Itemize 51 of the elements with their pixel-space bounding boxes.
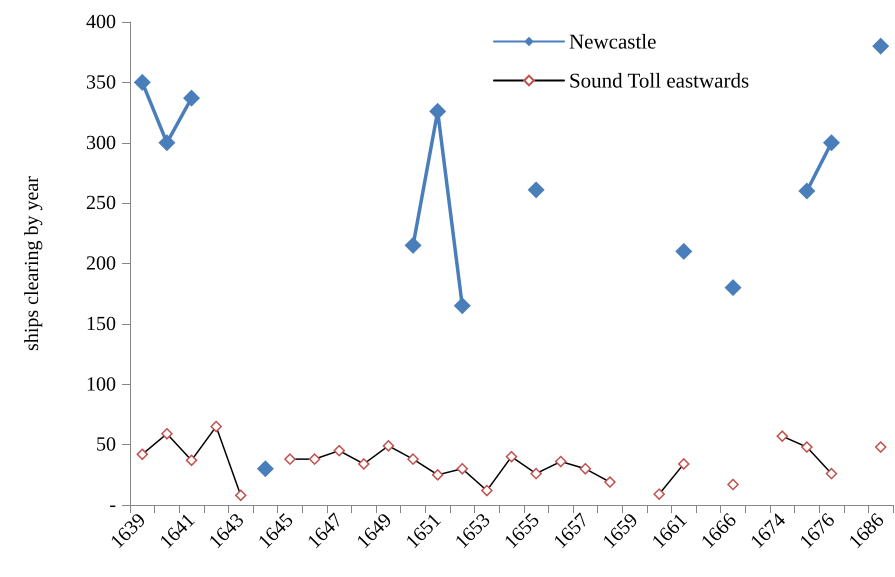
point [382,440,394,452]
point [724,279,742,296]
y-tick-label: 150 [86,312,116,335]
point [872,38,890,55]
point [186,454,198,466]
point [530,468,542,480]
point [432,469,444,481]
point [308,453,320,465]
point [235,490,247,502]
point [358,458,370,470]
y-tick-label: 300 [86,132,116,154]
point [333,444,345,456]
point [554,456,566,468]
point [822,134,840,152]
point [136,448,148,460]
y-axis-title: ships clearing by year [21,176,43,351]
point [580,463,592,475]
point [456,463,468,475]
point [210,420,222,432]
point [675,242,692,260]
point [678,458,690,470]
point [798,182,816,200]
point [528,181,545,198]
point [653,488,665,500]
point [158,134,176,152]
point [256,460,274,478]
point [481,484,493,496]
point [183,90,200,107]
point [506,450,518,462]
y-tick-label: 350 [86,71,116,94]
point [161,428,173,440]
y-tick-label: - [109,494,116,516]
point [407,453,419,465]
point [604,476,616,488]
y-tick-label: 50 [96,434,116,456]
point [801,441,813,453]
y-tick-label: 200 [86,252,116,274]
point [727,478,739,490]
point [134,74,151,91]
y-tick-label: 100 [86,373,116,396]
x-tick-label: 1661 [648,509,692,554]
legend-label: Newcastle [569,30,656,54]
legend-label: Sound Toll eastwards [569,68,750,92]
point [404,236,422,254]
point [826,468,838,480]
y-tick-label: 400 [86,11,116,33]
point [874,441,886,453]
point [454,297,471,314]
point [776,430,788,442]
y-tick-label: 250 [86,192,116,214]
point [284,453,296,465]
